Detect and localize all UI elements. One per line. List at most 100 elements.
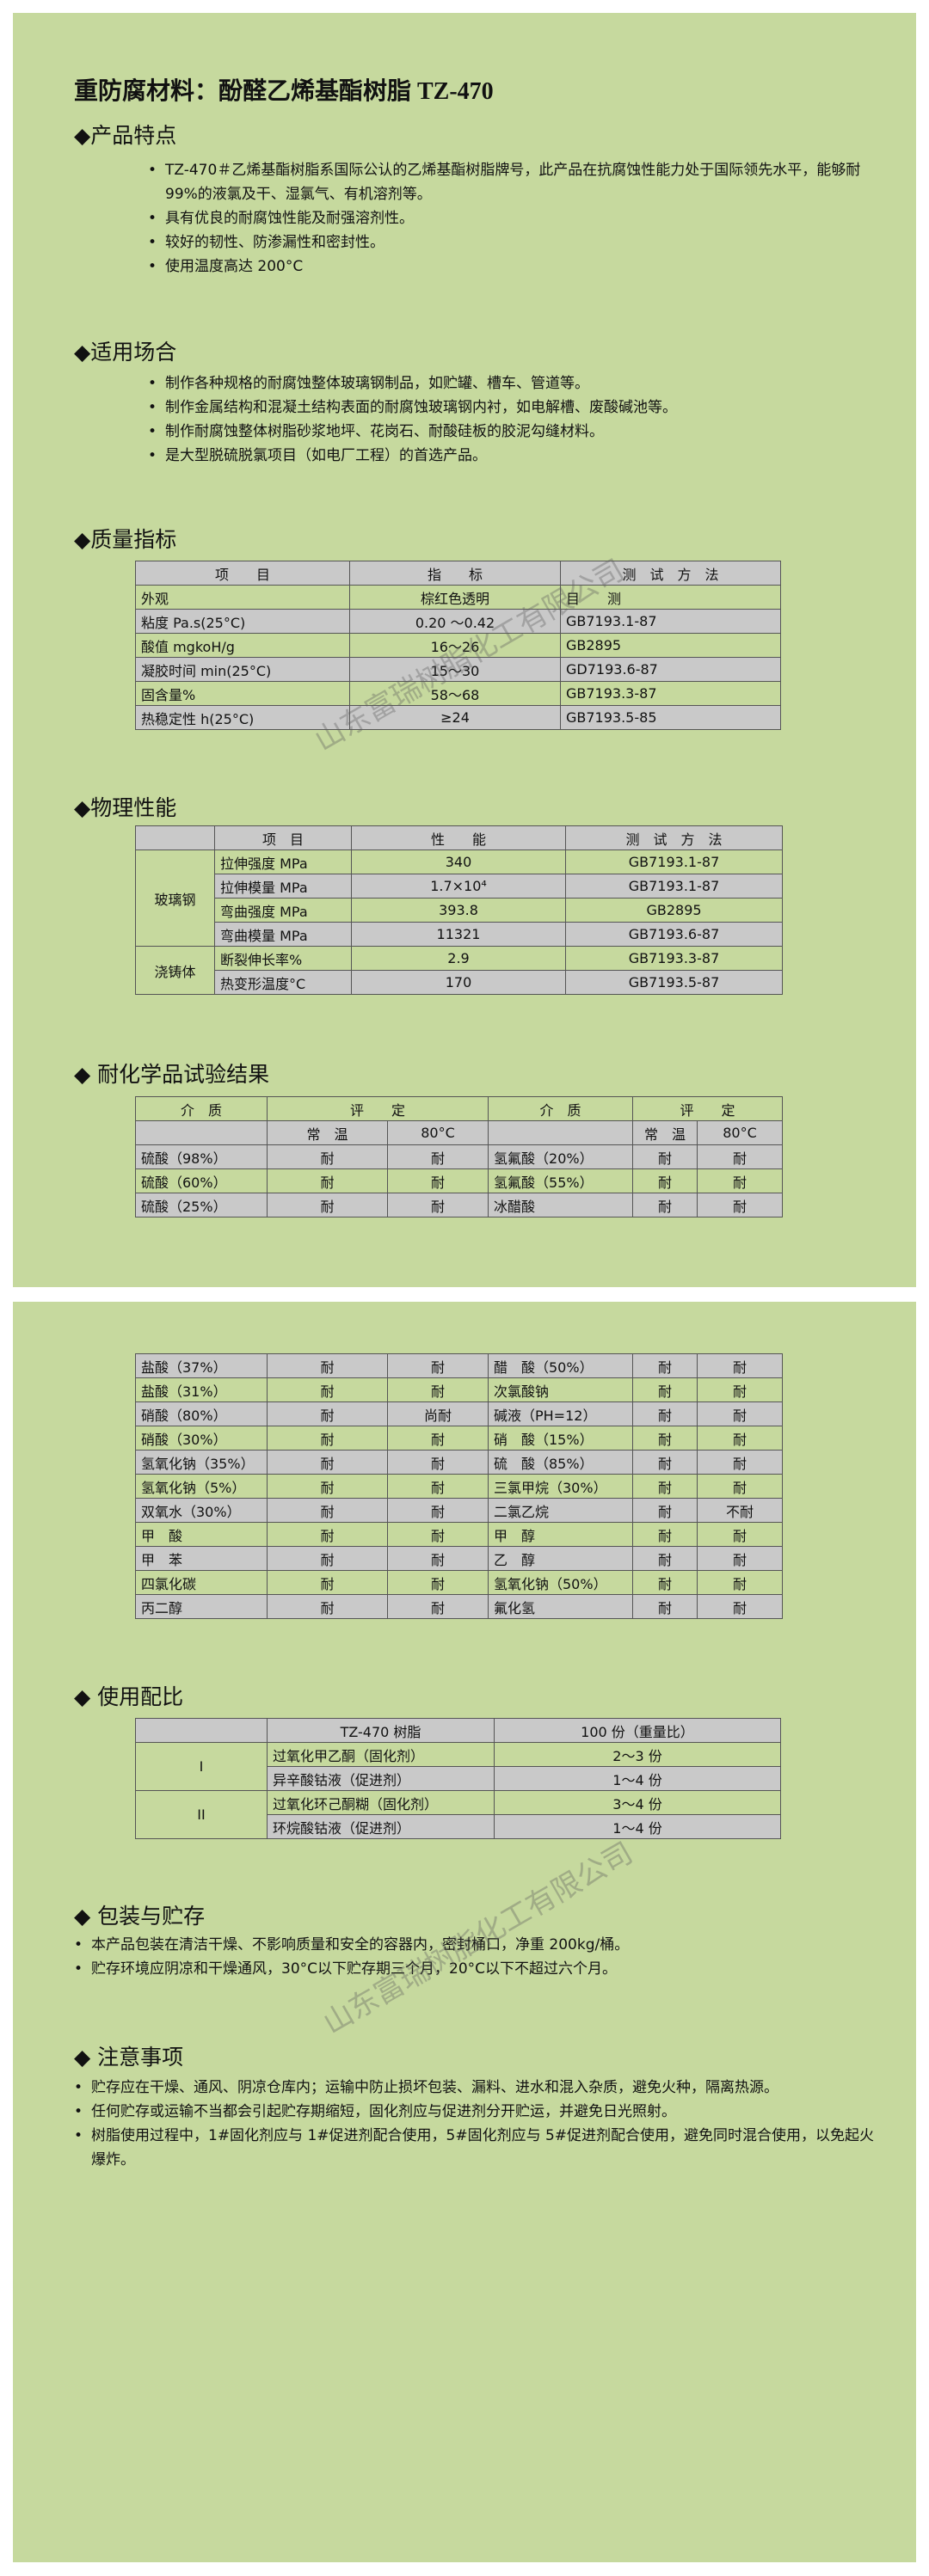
cell: 耐 bbox=[387, 1498, 489, 1523]
header-cell: 指 标 bbox=[349, 561, 561, 586]
cell: 固含量% bbox=[135, 681, 350, 706]
cell: 耐 bbox=[697, 1450, 783, 1475]
cell: GB7193.1-87 bbox=[565, 874, 783, 899]
section-heading: ◆ 耐化学品试验结果 bbox=[74, 1062, 270, 1087]
bullet-item: 制作各种规格的耐腐蚀整体玻璃钢制品，如贮罐、槽车、管道等。 bbox=[148, 371, 888, 396]
table-row: 项 目性 能测 试 方 法 bbox=[135, 825, 783, 850]
table-row: 硫酸（60%）耐耐氢氟酸（55%）耐耐 bbox=[135, 1168, 784, 1193]
table: 项 目指 标测 试 方 法外观 棕红色透明目 测粘度 Pa.s(25°C) 0.20… bbox=[135, 561, 781, 730]
bullet-list: TZ-470＃乙烯基酯树脂系国际公认的乙烯基酯树脂牌号，此产品在抗腐蚀性能力处于… bbox=[148, 158, 888, 279]
cell: 耐 bbox=[632, 1353, 698, 1378]
cell: 甲 醇 bbox=[488, 1522, 633, 1547]
cell: 耐 bbox=[267, 1353, 388, 1378]
cell: 耐 bbox=[632, 1570, 698, 1595]
cell: 耐 bbox=[697, 1168, 784, 1193]
cell: 氢氧化钠（50%） bbox=[488, 1570, 633, 1595]
cell: 硫酸（25%） bbox=[135, 1193, 268, 1217]
cell: 耐 bbox=[697, 1570, 783, 1595]
group-cell: II bbox=[135, 1790, 268, 1839]
cell: 氢氧化钠（35%） bbox=[135, 1450, 268, 1475]
cell: ≥24 bbox=[349, 705, 561, 730]
table-row: 环烷酸钴液（促进剂） 1～4 份 bbox=[136, 1814, 781, 1839]
section-heading: ◆适用场合 bbox=[74, 340, 177, 365]
header-cell: 评 定 bbox=[266, 1096, 489, 1121]
section-heading: ◆ 包装与贮存 bbox=[74, 1904, 206, 1929]
section-heading: ◆质量指标 bbox=[74, 527, 177, 552]
section-heading: ◆产品特点 bbox=[74, 123, 177, 148]
table-row: 固含量% 58～68 GB7193.3-87 bbox=[135, 681, 781, 706]
cell: 硫 酸（85%） bbox=[488, 1450, 633, 1475]
cell: 乙 醇 bbox=[488, 1546, 633, 1571]
table-row: TZ-470 树脂 100 份（重量比） bbox=[135, 1718, 781, 1743]
cell: 耐 bbox=[267, 1144, 388, 1169]
cell: 耐 bbox=[267, 1426, 388, 1451]
cell: 耐 bbox=[632, 1522, 698, 1547]
cell: 粘度 Pa.s(25°C) bbox=[135, 609, 350, 634]
cell: 耐 bbox=[267, 1401, 388, 1426]
cell: 尚耐 bbox=[387, 1401, 489, 1426]
cell: 氢氟酸（55%） bbox=[488, 1168, 634, 1193]
header-cell bbox=[488, 1120, 634, 1145]
table-row: 热变形温度°C 170 GB7193.5-87 bbox=[136, 970, 783, 995]
cell: 醋 酸（50%） bbox=[488, 1353, 633, 1378]
cell: 三氯甲烷（30%） bbox=[488, 1474, 633, 1499]
header-cell: TZ-470 树脂 bbox=[267, 1718, 495, 1743]
cell: 冰醋酸 bbox=[488, 1193, 634, 1217]
header-cell: 80°C bbox=[697, 1120, 784, 1145]
table-row: 项 目指 标测 试 方 法 bbox=[135, 561, 781, 586]
cell: 340 bbox=[351, 849, 566, 874]
cell: 盐酸（37%） bbox=[135, 1353, 268, 1378]
cell: 热稳定性 h(25°C) bbox=[135, 705, 350, 730]
bullet-item: 树脂使用过程中，1#固化剂应与 1#促进剂配合使用，5#固化剂应与 5#促进剂配… bbox=[74, 2124, 883, 2172]
cell: 耐 bbox=[387, 1594, 489, 1619]
cell: 酸值 mgkoH/g bbox=[135, 633, 350, 658]
table-row: 甲 苯耐耐乙 醇耐耐 bbox=[135, 1546, 783, 1571]
cell: 1.7×10⁴ bbox=[351, 874, 566, 899]
table-row: 硝酸（80%）耐尚耐 碱液（PH=12）耐耐 bbox=[135, 1401, 783, 1426]
cell: 耐 bbox=[632, 1377, 698, 1402]
cell: GB2895 bbox=[560, 633, 781, 658]
cell: 170 bbox=[351, 970, 566, 995]
table-row: II 过氧化环己酮糊（固化剂） 3～4 份 bbox=[135, 1790, 781, 1839]
cell: GB7193.3-87 bbox=[565, 946, 783, 971]
cell: 氟化氢 bbox=[488, 1594, 633, 1619]
cell: 耐 bbox=[267, 1377, 388, 1402]
cell: 热变形温度°C bbox=[214, 970, 352, 995]
cell: 环烷酸钴液（促进剂） bbox=[267, 1814, 495, 1839]
cell: 硫酸（60%） bbox=[135, 1168, 268, 1193]
cell: 耐 bbox=[386, 1168, 489, 1193]
cell: 不耐 bbox=[697, 1498, 783, 1523]
table-row: 盐酸（37%）耐耐醋 酸（50%）耐耐 bbox=[135, 1353, 783, 1378]
bullet-item: 较好的韧性、防渗漏性和密封性。 bbox=[148, 230, 888, 255]
group-cell: 浇铸体 bbox=[135, 946, 215, 995]
cell: 棕红色透明 bbox=[349, 585, 561, 610]
cell: 凝胶时间 min(25°C) bbox=[135, 657, 350, 682]
cell: 耐 bbox=[697, 1546, 783, 1571]
cell: 0.20 ～0.42 bbox=[349, 609, 561, 634]
table-row: 凝胶时间 min(25°C) 15～30 GD7193.6-87 bbox=[135, 657, 781, 682]
table-row: 异辛酸钴液（促进剂） 1～4 份 bbox=[136, 1766, 781, 1791]
cell: 耐 bbox=[632, 1594, 698, 1619]
cell: 耐 bbox=[697, 1474, 783, 1499]
header-cell: 常 温 bbox=[632, 1120, 698, 1145]
header-cell bbox=[135, 825, 215, 850]
cell: 耐 bbox=[387, 1353, 489, 1378]
cell: 耐 bbox=[632, 1144, 698, 1169]
bullet-list: 本产品包装在清洁干燥、不影响质量和安全的容器内，密封桶口，净重 200kg/桶。… bbox=[74, 1933, 883, 1981]
cell: 耐 bbox=[387, 1546, 489, 1571]
table-row: 弯曲模量 MPa 11321 GB7193.6-87 bbox=[136, 922, 783, 947]
cell: 58～68 bbox=[349, 681, 561, 706]
cell: 耐 bbox=[387, 1570, 489, 1595]
table-row: 常 温 80°C 常 温 80°C bbox=[135, 1120, 784, 1145]
table-row: 拉伸模量 MPa 1.7×10⁴ GB7193.1-87 bbox=[136, 874, 783, 899]
bullet-item: 使用温度高达 200°C bbox=[148, 255, 888, 279]
table: 介 质评 定介 质评 定常 温 80°C 常 温 80°C 硫酸（98%）耐耐氢氟酸（2… bbox=[135, 1096, 784, 1217]
table-row: 酸值 mgkoH/g 16～26 GB2895 bbox=[135, 633, 781, 658]
cell: 耐 bbox=[387, 1450, 489, 1475]
cell: 2～3 份 bbox=[494, 1742, 781, 1767]
cell: GB7193.3-87 bbox=[560, 681, 781, 706]
header-cell: 介 质 bbox=[488, 1096, 634, 1121]
bullet-item: 具有优良的耐腐蚀性能及耐强溶剂性。 bbox=[148, 206, 888, 230]
cell: 甲 酸 bbox=[135, 1522, 268, 1547]
bullet-item: 贮存应在干燥、通风、阴凉仓库内；运输中防止损坏包装、漏料、进水和混入杂质，避免火… bbox=[74, 2076, 883, 2100]
